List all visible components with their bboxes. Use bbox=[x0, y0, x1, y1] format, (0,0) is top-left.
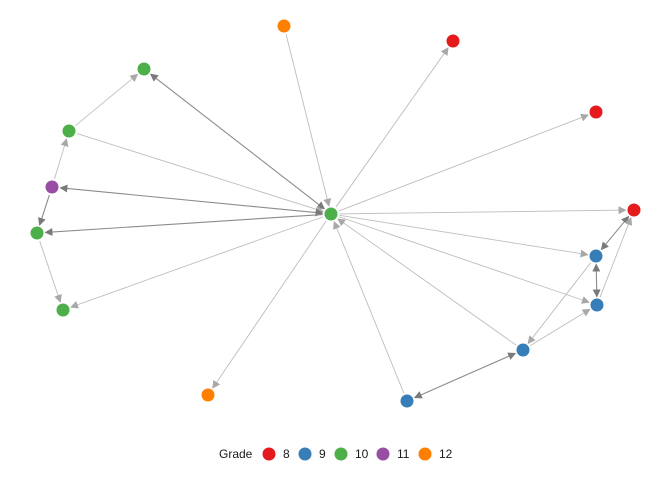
edge-hub-g_top bbox=[149, 73, 326, 210]
node-g_mid bbox=[62, 124, 76, 138]
legend-swatch-10 bbox=[334, 447, 348, 461]
edge-g_left-g_bottom bbox=[39, 240, 62, 303]
node-g_top bbox=[137, 62, 151, 76]
node-r_right bbox=[589, 105, 603, 119]
edge-hub-g_left bbox=[44, 213, 323, 236]
edge-b_bottom-b_mid bbox=[413, 352, 517, 399]
legend-title: Grade bbox=[219, 447, 253, 461]
legend-label-9: 9 bbox=[319, 447, 326, 461]
edge-hub-b_lower bbox=[338, 216, 590, 304]
edge-b_mid-b_lower bbox=[530, 308, 591, 346]
node-b_mid bbox=[516, 343, 530, 357]
node-hub bbox=[324, 207, 338, 221]
node-p_left bbox=[45, 180, 59, 194]
legend-items: 8 9 10 11 12 bbox=[262, 447, 453, 461]
edge-hub-r_top bbox=[335, 47, 449, 208]
legend-label-10: 10 bbox=[355, 447, 369, 461]
edges-layer bbox=[38, 34, 633, 399]
legend-label-12: 12 bbox=[439, 447, 453, 461]
node-b_bottom bbox=[400, 394, 414, 408]
node-o_bottom bbox=[201, 388, 215, 402]
legend-swatch-9 bbox=[298, 447, 312, 461]
legend: Grade 8 9 10 11 12 bbox=[219, 447, 453, 461]
node-b_lower bbox=[590, 298, 604, 312]
edge-hub-p_left bbox=[59, 184, 324, 217]
edge-hub-r_right bbox=[338, 113, 590, 212]
edge-b_bottom-hub bbox=[333, 220, 405, 394]
edge-hub-o_bottom bbox=[212, 220, 327, 389]
edge-p_left-g_left bbox=[38, 194, 50, 226]
nodes-layer bbox=[30, 19, 641, 408]
edge-g_mid-hub bbox=[76, 133, 324, 214]
edge-b_upper-b_lower bbox=[592, 263, 601, 298]
legend-swatch-11 bbox=[376, 447, 390, 461]
edge-hub-r_far bbox=[339, 206, 627, 215]
edge-b_upper-b_mid bbox=[527, 262, 592, 345]
legend-swatch-8 bbox=[262, 447, 276, 461]
edge-g_mid-g_top bbox=[75, 73, 139, 126]
node-g_bottom bbox=[56, 303, 70, 317]
edge-hub-b_upper bbox=[339, 214, 589, 258]
legend-swatch-12 bbox=[418, 447, 432, 461]
edge-b_upper-r_far bbox=[600, 215, 630, 251]
edge-hub-g_bottom bbox=[70, 216, 324, 309]
edge-p_left-g_mid bbox=[54, 138, 69, 179]
legend-label-8: 8 bbox=[283, 447, 290, 461]
edge-b_mid-hub bbox=[337, 218, 517, 346]
node-g_left bbox=[30, 226, 44, 240]
legend-label-11: 11 bbox=[397, 447, 410, 461]
node-r_far bbox=[627, 203, 641, 217]
node-o_top bbox=[277, 19, 291, 33]
node-r_top bbox=[446, 34, 460, 48]
edge-b_lower-r_far bbox=[599, 216, 633, 298]
node-b_upper bbox=[589, 249, 603, 263]
edge-o_top-hub bbox=[285, 34, 332, 207]
